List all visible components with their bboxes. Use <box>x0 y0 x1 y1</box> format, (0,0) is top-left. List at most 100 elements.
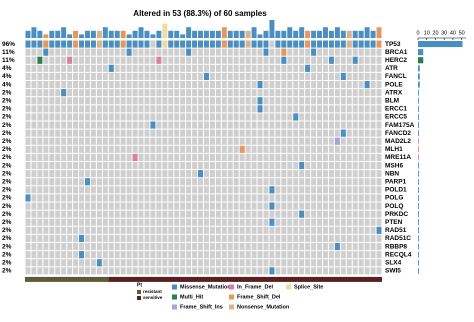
gene-percent: 2% <box>2 227 12 234</box>
empty-cell <box>55 97 61 105</box>
mutation-cell <box>73 40 79 48</box>
empty-cell <box>37 226 43 234</box>
empty-cell <box>108 145 114 153</box>
empty-cell <box>25 226 31 234</box>
empty-cell <box>168 170 174 178</box>
empty-cell <box>227 194 233 202</box>
empty-cell <box>239 202 245 210</box>
empty-cell <box>168 137 174 145</box>
empty-cell <box>305 194 311 202</box>
sample-bar <box>305 30 311 38</box>
empty-cell <box>73 145 79 153</box>
empty-cell <box>174 186 180 194</box>
empty-cell <box>126 170 132 178</box>
empty-cell <box>245 113 251 121</box>
empty-cell <box>346 97 352 105</box>
empty-cell <box>257 226 263 234</box>
empty-cell <box>305 226 311 234</box>
empty-cell <box>144 48 150 56</box>
empty-cell <box>174 105 180 113</box>
empty-cell <box>55 267 61 275</box>
empty-cell <box>358 48 364 56</box>
empty-cell <box>25 162 31 170</box>
empty-cell <box>79 48 84 56</box>
empty-cell <box>364 226 370 234</box>
empty-cell <box>346 218 352 226</box>
gene-count-bar <box>418 243 419 250</box>
empty-cell <box>239 153 245 161</box>
empty-cell <box>328 186 334 194</box>
empty-cell <box>85 137 90 145</box>
empty-cell <box>251 202 257 210</box>
empty-cell <box>186 81 192 89</box>
empty-cell <box>233 64 239 72</box>
empty-cell <box>85 210 90 218</box>
empty-cell <box>102 89 108 97</box>
empty-cell <box>204 178 209 186</box>
mutation-cell <box>293 40 299 48</box>
empty-cell <box>370 178 376 186</box>
legend-title: Pt <box>137 282 142 288</box>
legend-label: Multi_Hit <box>180 294 203 300</box>
gene-count-bar <box>418 89 419 96</box>
empty-cell <box>114 210 120 218</box>
sample-bar <box>55 30 61 38</box>
empty-cell <box>305 105 311 113</box>
empty-cell <box>275 137 281 145</box>
empty-cell <box>55 145 61 153</box>
empty-cell <box>317 121 322 129</box>
empty-cell <box>162 113 168 121</box>
gene-percent: 2% <box>2 259 12 266</box>
empty-cell <box>358 234 364 242</box>
empty-cell <box>281 137 287 145</box>
sample-bar <box>144 30 150 38</box>
empty-cell <box>358 267 364 275</box>
empty-cell <box>364 251 370 259</box>
empty-cell <box>31 121 37 129</box>
empty-cell <box>305 218 311 226</box>
empty-cell <box>25 145 31 153</box>
empty-cell <box>49 162 55 170</box>
empty-cell <box>138 243 144 251</box>
empty-cell <box>346 170 352 178</box>
empty-cell <box>245 81 251 89</box>
empty-cell <box>245 226 251 234</box>
empty-cell <box>186 186 192 194</box>
empty-cell <box>215 56 221 64</box>
empty-cell <box>186 162 192 170</box>
empty-cell <box>174 81 180 89</box>
gene-percent: 96% <box>2 41 15 48</box>
empty-cell <box>79 194 84 202</box>
empty-cell <box>221 64 227 72</box>
empty-cell <box>90 113 96 121</box>
sample-bar <box>227 30 233 38</box>
empty-cell <box>317 210 322 218</box>
empty-cell <box>346 129 352 137</box>
empty-cell <box>317 72 322 80</box>
gene-percent: 2% <box>2 211 12 218</box>
empty-cell <box>370 234 376 242</box>
empty-cell <box>79 145 84 153</box>
empty-cell <box>85 267 90 275</box>
empty-cell <box>221 259 227 267</box>
empty-cell <box>37 72 43 80</box>
empty-cell <box>31 243 37 251</box>
empty-cell <box>31 105 37 113</box>
gene-name: PRKDC <box>385 211 408 218</box>
empty-cell <box>269 170 275 178</box>
empty-cell <box>239 267 245 275</box>
empty-cell <box>150 137 156 145</box>
empty-cell <box>114 202 120 210</box>
empty-cell <box>209 210 215 218</box>
empty-cell <box>215 178 221 186</box>
empty-cell <box>305 48 311 56</box>
empty-cell <box>174 234 180 242</box>
empty-cell <box>102 48 108 56</box>
empty-cell <box>346 202 352 210</box>
empty-cell <box>287 226 293 234</box>
empty-cell <box>144 97 150 105</box>
legend-label: Nonsense_Mutation <box>237 304 290 310</box>
empty-cell <box>257 194 263 202</box>
gene-count-bar <box>418 203 419 210</box>
empty-cell <box>150 97 156 105</box>
